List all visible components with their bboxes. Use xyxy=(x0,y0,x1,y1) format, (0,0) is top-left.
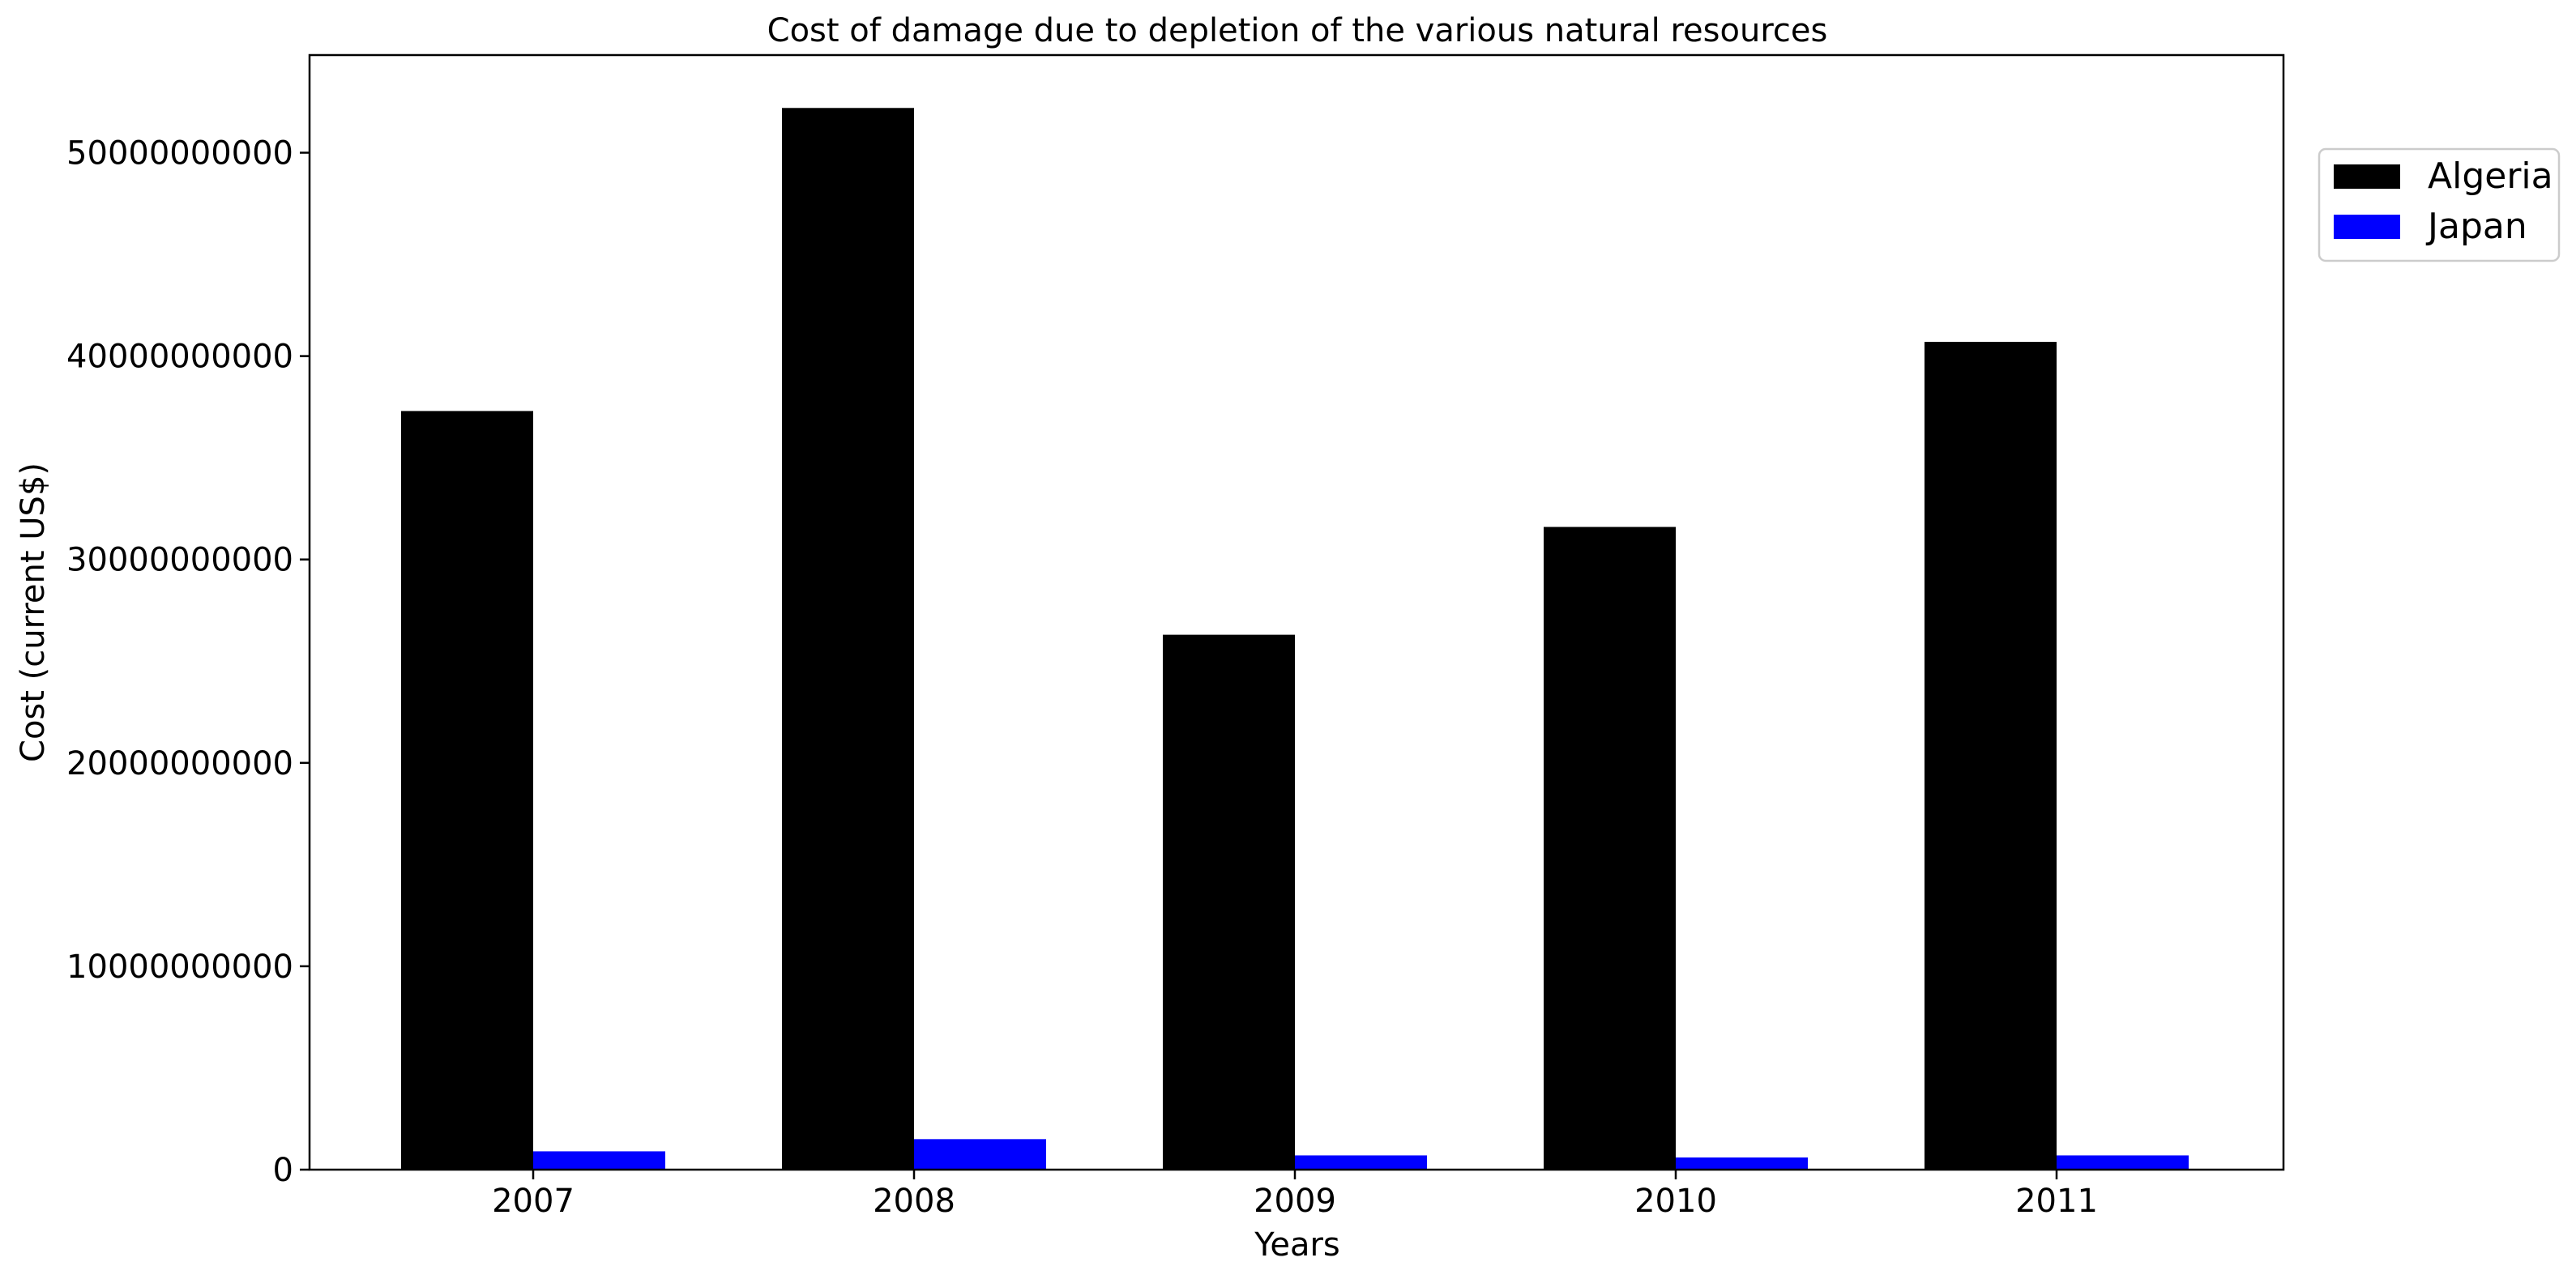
y-axis-label: Cost (current US$) xyxy=(15,463,52,762)
bar-japan-2010 xyxy=(1676,1157,1808,1170)
legend-label-algeria: Algeria xyxy=(2428,156,2553,197)
bar-japan-2011 xyxy=(2057,1155,2189,1170)
bar-japan-2008 xyxy=(914,1139,1046,1170)
y-tick-label: 20000000000 xyxy=(66,745,293,782)
bar-japan-2009 xyxy=(1295,1155,1427,1170)
x-tick-label: 2008 xyxy=(873,1183,955,1220)
legend: Algeria Japan xyxy=(2318,147,2561,262)
x-axis-label: Years xyxy=(1254,1226,1340,1264)
bar-algeria-2009 xyxy=(1163,634,1295,1170)
bar-japan-2007 xyxy=(533,1151,665,1170)
x-axis: 2007 2008 2009 2010 2011 xyxy=(492,1170,2098,1220)
y-axis: 0 10000000000 20000000000 30000000000 400000… xyxy=(66,135,310,1189)
y-tick-label: 0 xyxy=(273,1152,293,1189)
y-tick-label: 50000000000 xyxy=(66,135,293,173)
x-tick-label: 2011 xyxy=(2015,1183,2098,1220)
legend-swatch-algeria xyxy=(2334,164,2400,189)
legend-swatch-japan xyxy=(2334,215,2400,239)
x-tick-label: 2007 xyxy=(492,1183,575,1220)
legend-label-japan: Japan xyxy=(2425,206,2527,247)
chart-title: Cost of damage due to depletion of the v… xyxy=(767,12,1828,49)
plot-frame xyxy=(308,53,2285,1171)
bar-algeria-2010 xyxy=(1544,527,1676,1170)
y-tick-label: 30000000000 xyxy=(66,542,293,579)
x-tick-label: 2009 xyxy=(1254,1183,1336,1220)
bar-algeria-2011 xyxy=(1925,342,2057,1170)
x-tick-label: 2010 xyxy=(1634,1183,1717,1220)
y-tick-label: 40000000000 xyxy=(66,339,293,376)
bars-group xyxy=(401,108,2189,1170)
bar-algeria-2007 xyxy=(401,411,533,1170)
bar-algeria-2008 xyxy=(782,108,914,1170)
y-tick-label: 10000000000 xyxy=(66,949,293,986)
